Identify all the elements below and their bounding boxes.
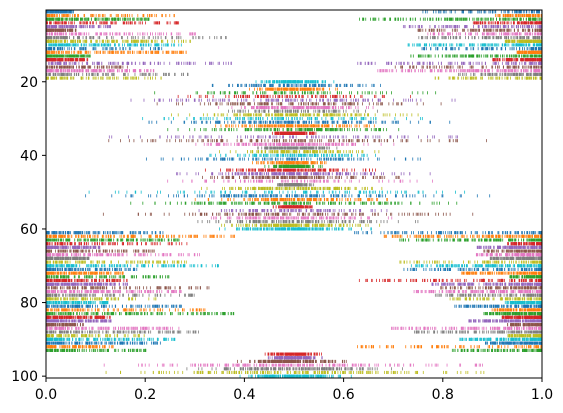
event-rows bbox=[46, 10, 542, 377]
